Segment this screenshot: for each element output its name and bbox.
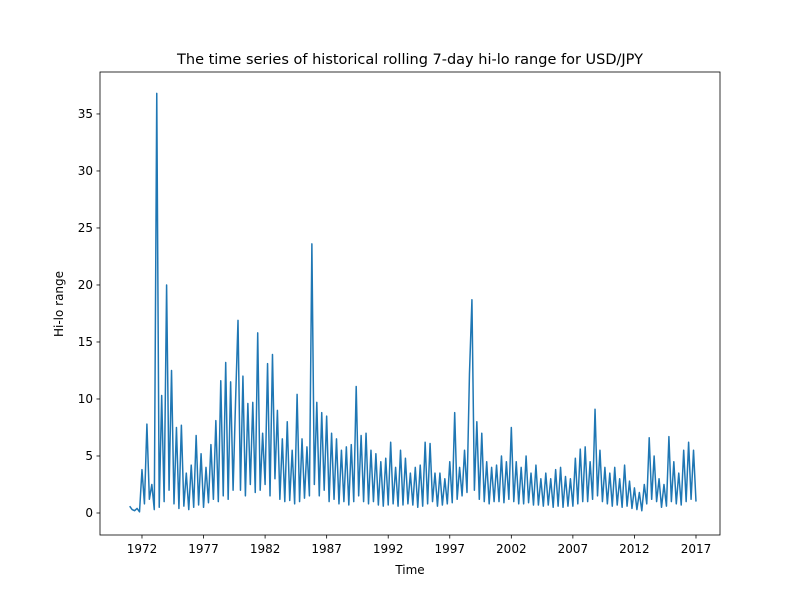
x-tick-label: 1992 bbox=[373, 542, 404, 556]
y-tick-label: 30 bbox=[78, 164, 93, 178]
y-tick-label: 5 bbox=[85, 449, 93, 463]
chart-title: The time series of historical rolling 7-… bbox=[176, 52, 643, 68]
y-tick-label: 15 bbox=[78, 335, 93, 349]
y-tick-label: 35 bbox=[78, 107, 93, 121]
plot-frame bbox=[99, 71, 721, 536]
y-tick-label: 10 bbox=[78, 392, 93, 406]
y-axis-label: Hi-lo range bbox=[52, 271, 66, 337]
x-tick-label: 2007 bbox=[558, 542, 589, 556]
x-tick-label: 2017 bbox=[681, 542, 712, 556]
x-tick-label: 1972 bbox=[127, 542, 158, 556]
x-tick-label: 2002 bbox=[496, 542, 527, 556]
y-tick-label: 0 bbox=[85, 506, 93, 520]
x-tick-label: 1997 bbox=[434, 542, 465, 556]
x-tick-label: 1977 bbox=[188, 542, 219, 556]
y-tick-label: 20 bbox=[78, 278, 93, 292]
x-tick-label: 2012 bbox=[619, 542, 650, 556]
x-tick-label: 1982 bbox=[250, 542, 281, 556]
x-tick-label: 1987 bbox=[311, 542, 342, 556]
y-tick-label: 25 bbox=[78, 221, 93, 235]
data-line bbox=[129, 92, 697, 513]
x-axis-label: Time bbox=[394, 563, 424, 577]
